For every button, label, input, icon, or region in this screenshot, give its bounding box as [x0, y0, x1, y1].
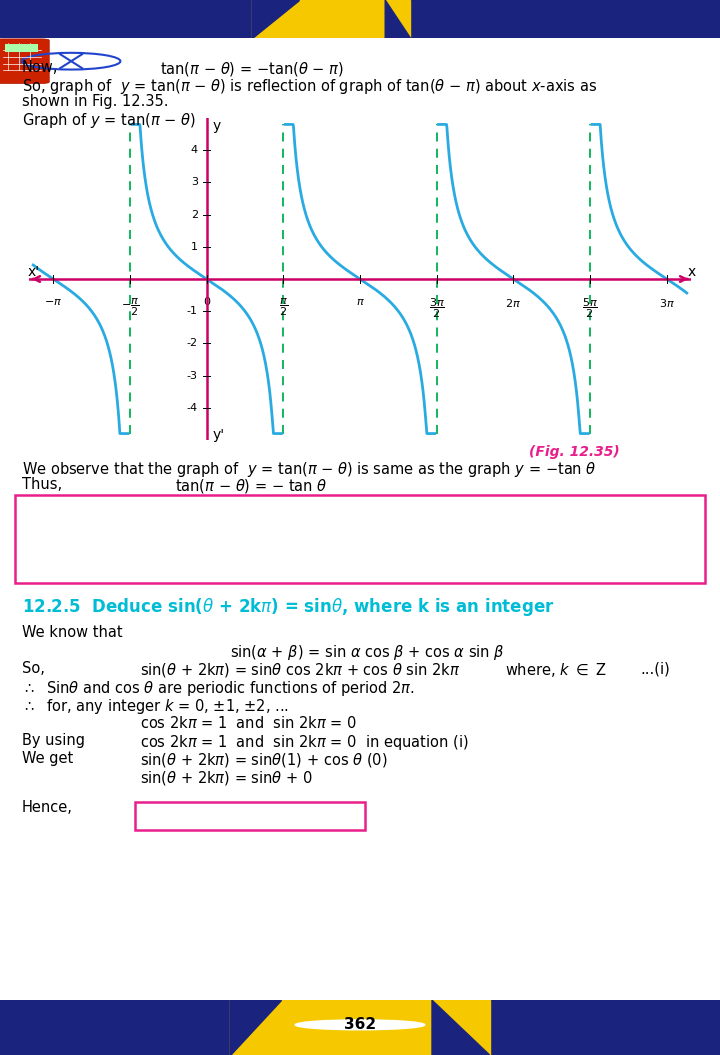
Text: (ii) If we subtract positive real number $k$ from $\theta$ as $y$ = tan($\theta$: (ii) If we subtract positive real number… [80, 535, 596, 554]
Text: (i) If we add positive real number $k$ to $\theta$ as $y$ = tan($\theta$ + $k$),: (i) If we add positive real number $k$ t… [80, 500, 602, 519]
Text: 1: 1 [191, 242, 198, 252]
Text: -2: -2 [186, 339, 198, 348]
Polygon shape [385, 0, 410, 38]
Text: cos 2k$\pi$ = 1  and  sin 2k$\pi$ = 0  in equation (i): cos 2k$\pi$ = 1 and sin 2k$\pi$ = 0 in e… [140, 733, 469, 752]
Text: 3: 3 [191, 177, 198, 188]
FancyBboxPatch shape [0, 39, 49, 83]
Text: 362: 362 [344, 1017, 376, 1033]
Text: tangent function will be translated $k$ units to the left.: tangent function will be translated $k$ … [80, 517, 468, 536]
Text: Note:: Note: [22, 500, 68, 515]
Text: So, graph of  $y$ = tan($\pi$ $-$ $\theta$) is reflection of graph of tan($\thet: So, graph of $y$ = tan($\pi$ $-$ $\theta… [22, 77, 597, 96]
Text: y: y [212, 119, 221, 133]
Text: We get: We get [22, 751, 73, 766]
Text: sin($\theta$ + 2k$\pi$) = sin$\theta$(1) + cos $\theta$ (0): sin($\theta$ + 2k$\pi$) = sin$\theta$(1)… [140, 751, 387, 769]
Text: sin($\alpha$ + $\beta$) = sin $\alpha$ cos $\beta$ + cos $\alpha$ sin $\beta$: sin($\alpha$ + $\beta$) = sin $\alpha$ c… [230, 642, 505, 661]
Text: where, $k$ $\in$ Z: where, $k$ $\in$ Z [505, 661, 607, 679]
Bar [230, 1000, 490, 1055]
Text: $-\pi$: $-\pi$ [44, 296, 63, 307]
Text: Graph of $y$ = tan($\pi$ $-$ $\theta$): Graph of $y$ = tan($\pi$ $-$ $\theta$) [22, 111, 196, 130]
Text: Thus,: Thus, [22, 477, 62, 492]
Text: y': y' [212, 428, 225, 442]
Text: tan($\pi$ $-$ $\theta$) = $-$tan($\theta$ $-$ $\pi$): tan($\pi$ $-$ $\theta$) = $-$tan($\theta… [160, 60, 344, 78]
Text: x: x [688, 265, 696, 279]
Text: sin($\theta$ + 2k$\pi$) = sin$\theta$ + 0: sin($\theta$ + 2k$\pi$) = sin$\theta$ + … [140, 769, 312, 787]
Text: x': x' [28, 265, 40, 279]
Text: tan($\pi$ $-$ $\theta$) = $-$ tan $\theta$: tan($\pi$ $-$ $\theta$) = $-$ tan $\thet… [175, 477, 328, 495]
FancyBboxPatch shape [15, 495, 705, 583]
Text: So,: So, [22, 661, 45, 676]
Text: the graph of tangent function will be translated $k$ units to the right.: the graph of tangent function will be tr… [80, 552, 573, 571]
Text: shown in Fig. 12.35.: shown in Fig. 12.35. [22, 94, 168, 109]
Text: We know that: We know that [22, 625, 122, 640]
Text: We observe that the graph of  $y$ = tan($\pi$ $-$ $\theta$) is same as the graph: We observe that the graph of $y$ = tan($… [22, 460, 597, 479]
Text: Now,: Now, [22, 60, 58, 75]
Polygon shape [230, 1000, 281, 1055]
FancyBboxPatch shape [135, 802, 365, 830]
Bar [6, 43, 38, 52]
Text: (Fig. 12.35): (Fig. 12.35) [529, 445, 620, 459]
Text: $-\dfrac{\pi}{2}$: $-\dfrac{\pi}{2}$ [121, 296, 139, 319]
Text: $\pi$: $\pi$ [356, 296, 364, 307]
Text: -1: -1 [186, 306, 198, 316]
Text: $\dfrac{\pi}{2}$: $\dfrac{\pi}{2}$ [279, 296, 288, 319]
Text: 12.2.5  Deduce sin($\theta$ + 2k$\pi$) = sin$\theta$, where k is an integer: 12.2.5 Deduce sin($\theta$ + 2k$\pi$) = … [22, 596, 554, 618]
Text: sin($\theta$ + 2k$\pi$) = sin$\theta$ cos 2k$\pi$ + cos $\theta$ sin 2k$\pi$: sin($\theta$ + 2k$\pi$) = sin$\theta$ co… [140, 661, 460, 679]
Text: -4: -4 [186, 403, 198, 413]
Text: sin($\theta$ + 2k$\pi$) = sin$\theta$: sin($\theta$ + 2k$\pi$) = sin$\theta$ [140, 808, 283, 826]
Text: $\dfrac{5\pi}{2}$: $\dfrac{5\pi}{2}$ [582, 296, 598, 320]
Bar [252, 0, 410, 38]
Text: ...(i): ...(i) [640, 661, 670, 676]
Polygon shape [432, 1000, 490, 1055]
Text: cos 2k$\pi$ = 1  and  sin 2k$\pi$ = 0: cos 2k$\pi$ = 1 and sin 2k$\pi$ = 0 [140, 715, 357, 731]
Text: Hence,: Hence, [22, 800, 73, 816]
Text: $2\pi$: $2\pi$ [505, 296, 521, 309]
Polygon shape [252, 0, 299, 38]
Text: 4: 4 [191, 146, 198, 155]
Circle shape [295, 1020, 425, 1030]
Text: $3\pi$: $3\pi$ [659, 296, 675, 309]
Text: 0: 0 [203, 296, 210, 307]
Text: $\therefore$  for, any integer $k$ = 0, $\pm$1, $\pm$2, ...: $\therefore$ for, any integer $k$ = 0, $… [22, 697, 289, 716]
Text: 2: 2 [191, 210, 198, 219]
Text: $\therefore$  Sin$\theta$ and cos $\theta$ are periodic functions of period 2$\p: $\therefore$ Sin$\theta$ and cos $\theta… [22, 679, 415, 698]
Text: -3: -3 [186, 370, 198, 381]
Text: $\dfrac{3\pi}{2}$: $\dfrac{3\pi}{2}$ [428, 296, 445, 320]
Text: By using: By using [22, 733, 85, 748]
